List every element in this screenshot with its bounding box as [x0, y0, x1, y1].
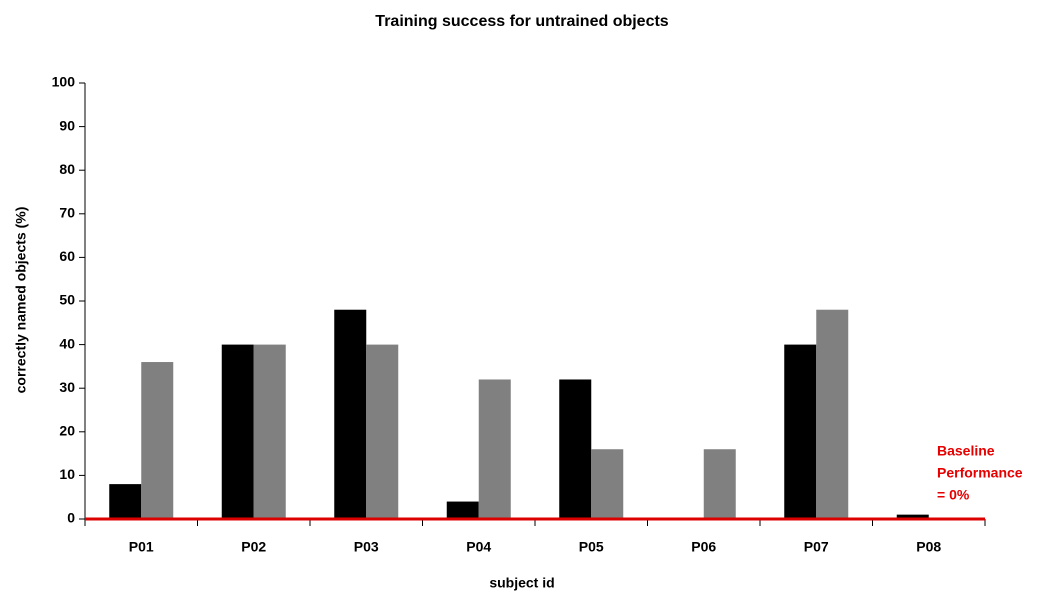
bar — [366, 344, 399, 519]
y-tick-label: 50 — [59, 292, 75, 308]
x-tick-label: P07 — [804, 539, 829, 555]
x-tick-label: P08 — [916, 539, 941, 555]
x-tick-label: P05 — [579, 539, 604, 555]
bar — [784, 344, 817, 519]
y-tick-label: 60 — [59, 248, 75, 264]
y-axis-label: correctly named objects (%) — [13, 207, 29, 394]
x-tick-label: P03 — [354, 539, 379, 555]
y-tick-label: 30 — [59, 379, 75, 395]
x-tick-label: P06 — [691, 539, 716, 555]
y-tick-label: 70 — [59, 205, 75, 221]
x-axis-label: subject id — [489, 575, 554, 591]
annotation: = 0% — [937, 487, 970, 503]
x-tick-label: P01 — [129, 539, 154, 555]
y-tick-label: 100 — [52, 74, 76, 90]
bar — [591, 449, 624, 519]
bar — [253, 344, 286, 519]
x-tick-label: P04 — [466, 539, 491, 555]
bar — [446, 501, 479, 519]
chart-title: Training success for untrained objects — [375, 13, 669, 30]
bar — [559, 379, 592, 519]
bar — [109, 484, 142, 519]
x-tick-label: P02 — [241, 539, 266, 555]
y-tick-label: 90 — [59, 117, 75, 133]
bar — [703, 449, 736, 519]
y-tick-label: 20 — [59, 423, 75, 439]
bar — [141, 362, 174, 519]
y-tick-label: 40 — [59, 335, 75, 351]
bar — [478, 379, 511, 519]
y-tick-label: 0 — [67, 510, 75, 526]
bar — [221, 344, 254, 519]
bar — [896, 514, 929, 519]
bar — [816, 309, 849, 519]
annotation: Baseline — [937, 443, 995, 459]
bar — [334, 309, 367, 519]
y-tick-label: 10 — [59, 466, 75, 482]
annotation: Performance — [937, 465, 1023, 481]
y-tick-label: 80 — [59, 161, 75, 177]
